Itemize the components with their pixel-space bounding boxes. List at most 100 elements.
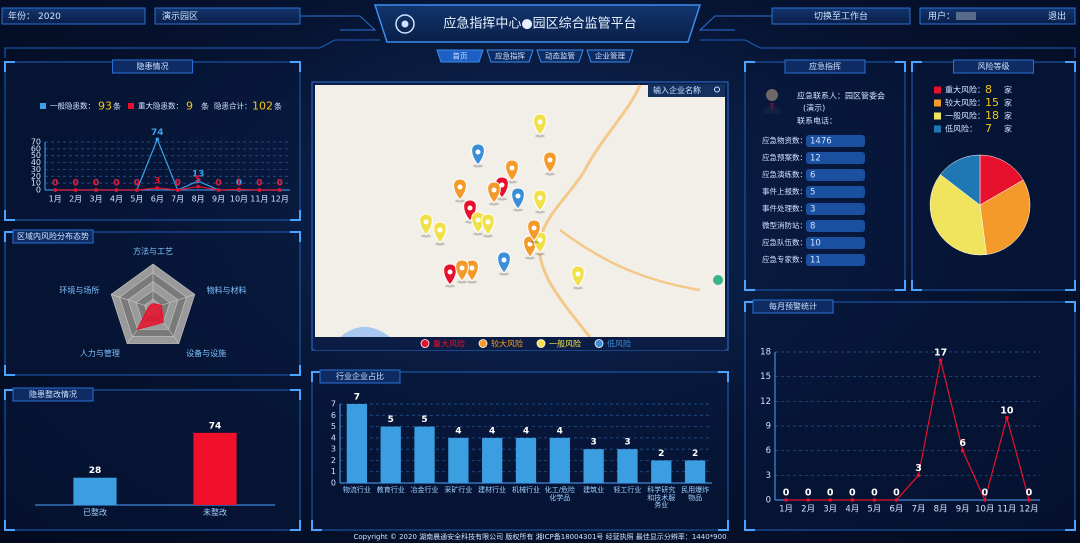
panel-corner	[744, 520, 755, 531]
panel-corner	[4, 389, 15, 400]
phone-label: 联系电话：	[797, 116, 837, 126]
x-tick-label: 1月	[779, 505, 793, 515]
x-tick-label: 9月	[956, 505, 970, 515]
panel-corner	[1065, 280, 1076, 291]
data-label: 0	[113, 179, 119, 189]
panel-title-tab	[784, 59, 866, 74]
legend-total: 93	[98, 100, 112, 113]
park[interactable]: 演示园区	[162, 10, 198, 22]
stat-label: 应急物资数：	[762, 135, 807, 145]
bar	[448, 437, 469, 483]
legend-swatch	[934, 112, 941, 120]
legend-swatch	[934, 125, 941, 133]
x-tick-label: 2月	[69, 195, 82, 204]
data-label: 0	[871, 488, 878, 499]
map-pin-shadow	[497, 197, 507, 201]
data-label: 1	[236, 178, 242, 188]
point	[155, 186, 160, 190]
map-pin-shadow	[535, 134, 545, 138]
nav-tab-label[interactable]: 首页	[453, 51, 468, 61]
logout[interactable]: 退出	[1048, 10, 1066, 22]
nav-tab[interactable]	[586, 49, 634, 63]
switch-label[interactable]: 切换至工作台	[814, 10, 868, 22]
map-legend-swatch	[478, 339, 488, 348]
panel-title-tab	[319, 369, 401, 384]
legend-swatch	[128, 103, 134, 109]
series-line	[786, 360, 1030, 502]
panel-title-tab	[12, 229, 94, 244]
x-tick-label: 9月	[212, 195, 225, 204]
pie-slice	[929, 174, 987, 256]
y-tick-label: 30	[31, 165, 41, 174]
panel-title-tab	[12, 387, 94, 402]
panel-title-tab	[752, 299, 834, 314]
nav-tab[interactable]	[536, 49, 584, 63]
map-pin-dot	[475, 217, 481, 223]
data-label: 13	[192, 170, 205, 180]
point	[277, 188, 282, 192]
legend-value: 8	[985, 83, 992, 96]
point	[828, 498, 833, 502]
map-pin-dot	[515, 193, 521, 199]
nav-tab[interactable]	[436, 49, 484, 63]
point	[237, 187, 241, 192]
point	[53, 188, 58, 192]
point	[114, 188, 119, 192]
map-pin-shadow	[525, 256, 535, 260]
data-label: 4	[523, 426, 529, 436]
map-search-placeholder[interactable]: 输入企业名称	[653, 85, 701, 95]
x-tick-label: 10月	[230, 195, 248, 204]
point	[196, 184, 200, 189]
data-label: 3	[915, 463, 922, 474]
stat-label: 应急演练数：	[762, 169, 807, 179]
legend-label: 低风险：	[945, 124, 977, 134]
map-pin-dot	[537, 237, 543, 243]
y-tick-label: 0	[331, 479, 336, 488]
nav-tab-label[interactable]: 应急指挥	[495, 51, 525, 61]
data-label: 0	[893, 488, 900, 499]
contact-label: 应急联系人：	[797, 91, 845, 101]
point	[960, 448, 965, 453]
nav-tab-label[interactable]: 企业管理	[595, 51, 625, 61]
radar-axis-label: 人力与管理	[80, 348, 120, 358]
map-search[interactable]	[648, 84, 725, 97]
legend-unit: 家	[1004, 124, 1012, 134]
map[interactable]	[315, 85, 725, 337]
map-pin-dot	[447, 269, 453, 275]
data-label: 0	[134, 179, 140, 189]
user-name-mask	[956, 12, 976, 20]
panel-frame	[4, 389, 301, 531]
legend-unit: 家	[1004, 111, 1012, 121]
panel-frame	[744, 301, 1076, 531]
bar	[380, 426, 401, 483]
year: 2020	[38, 12, 61, 22]
footer: Copyright © 2020 湖南晨通安全科技有限公司 版权所有 湘ICP备…	[353, 532, 726, 541]
data-label: 4	[455, 426, 461, 436]
title-frame	[373, 4, 702, 43]
nav-tab-label[interactable]: 动态监管	[545, 51, 575, 61]
y-tick-label: 10	[31, 179, 41, 188]
legend-swatch	[934, 86, 941, 94]
x-tick-label: 6月	[151, 195, 164, 204]
stat-value: 8	[810, 222, 815, 232]
point	[196, 179, 200, 183]
nav-tab[interactable]	[486, 49, 534, 63]
point	[135, 188, 139, 192]
search-icon[interactable]	[714, 86, 720, 93]
map-legend-label: 重大风险	[433, 339, 465, 349]
x-tick-label: 8月	[192, 195, 205, 204]
y-tick-label: 20	[31, 172, 41, 181]
data-label: 0	[93, 179, 99, 189]
y-tick-label: 18	[760, 348, 771, 358]
data-label: 0	[175, 179, 181, 189]
map-pin-shadow	[473, 232, 483, 236]
data-label: 28	[89, 466, 102, 476]
stat-box	[806, 254, 865, 266]
legend-value: 15	[985, 96, 999, 109]
data-label: 3	[154, 176, 160, 186]
y-tick-label: 6	[766, 446, 771, 456]
switch-button[interactable]	[771, 7, 911, 25]
point	[850, 498, 855, 502]
data-label: 74	[209, 421, 222, 431]
